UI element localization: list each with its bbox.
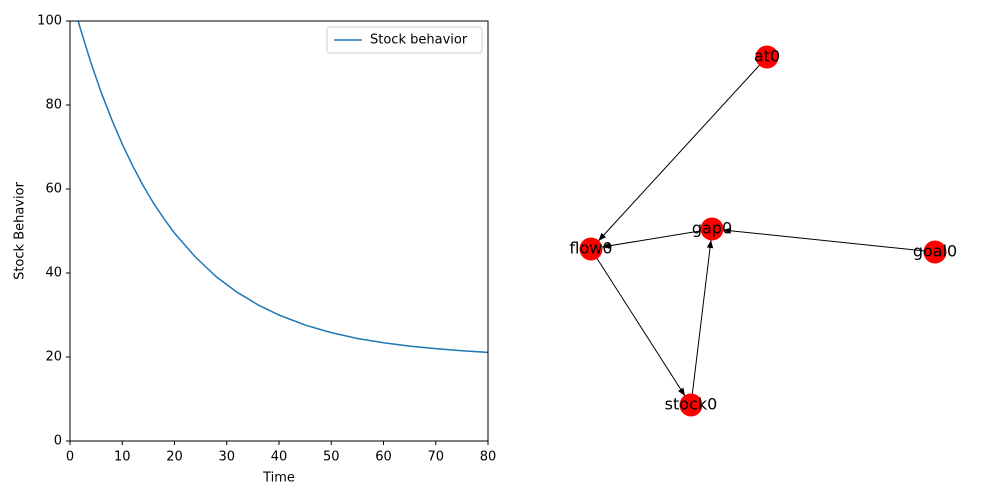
x-tick-label: 40 [271,450,288,465]
y-tick-label: 80 [45,98,62,113]
node-label: stock0 [665,395,718,414]
edge [722,227,936,253]
legend-label: Stock behavior [370,33,468,48]
node [923,240,947,264]
x-tick-label: 20 [166,450,183,465]
edge [690,239,714,406]
x-tick-label: 10 [114,450,131,465]
y-tick-label: 100 [37,14,62,29]
node-label: at0 [754,47,780,66]
node-label: goal0 [913,242,957,261]
x-axis-label: Time [262,471,295,486]
line-chart: 0 10 20 30 40 50 60 70 80 0 20 40 60 80 100 Stock behav… [37,14,497,465]
edge [590,248,686,397]
y-tick-label: 60 [45,182,62,197]
node-label: gap0 [692,219,732,238]
edge [601,228,713,249]
edge [598,56,768,242]
node [679,393,703,417]
legend-box [326,26,483,54]
plot-frame [69,20,489,442]
x-tick-label: 30 [218,450,235,465]
node [700,217,724,241]
x-tick-label: 60 [375,450,392,465]
y-tick-label: 0 [54,434,62,449]
x-tick-label: 0 [66,450,74,465]
node [579,237,603,261]
nodes: at0 flow0 gap0 goal0 stock0 [569,45,957,417]
network-diagram [590,56,936,406]
series-line [77,21,488,354]
y-tick-label: 20 [45,350,62,365]
x-tick-label: 50 [323,450,340,465]
node-label: flow0 [569,239,612,258]
node [755,45,779,69]
x-tick-label: 80 [480,450,497,465]
y-axis-label: Stock Behavior [13,181,28,279]
y-tick-label: 40 [45,266,62,281]
x-tick-label: 70 [427,450,444,465]
